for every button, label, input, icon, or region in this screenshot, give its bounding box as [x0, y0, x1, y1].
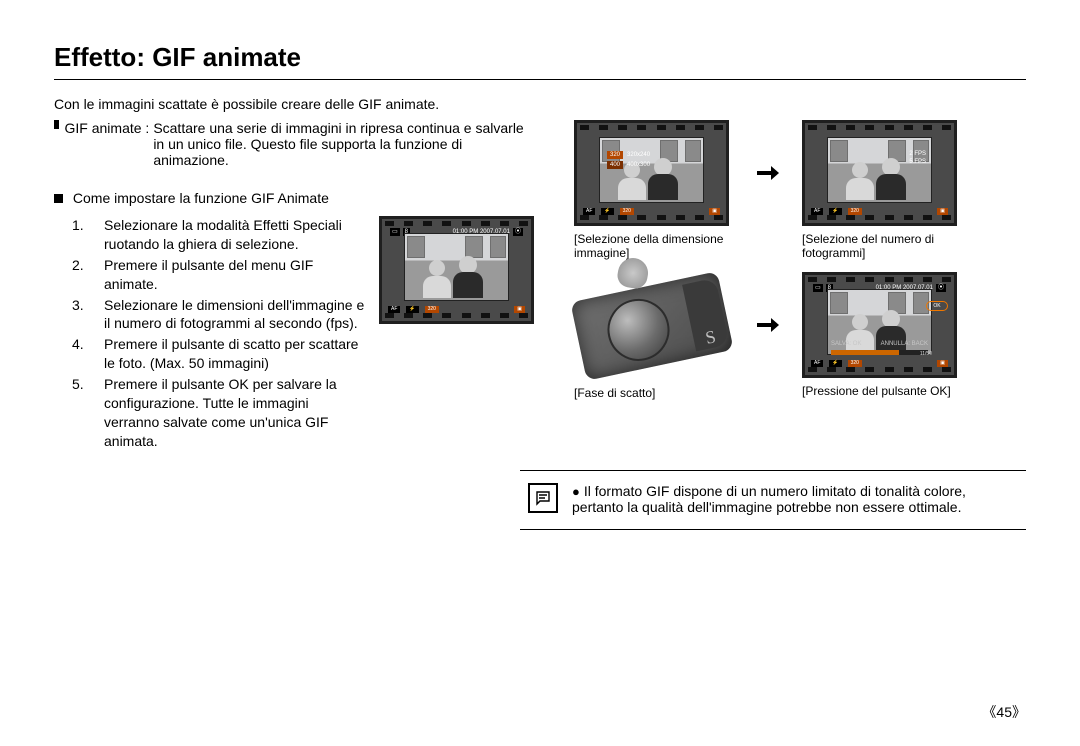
steps-wrap: 1. Selezionare la modalità Effetti Speci… — [54, 216, 534, 453]
square-bullet-icon — [54, 194, 63, 203]
arrow-icon — [750, 272, 786, 378]
arrow-icon — [750, 120, 786, 226]
caption-size: [Selezione della dimensione immagine] — [574, 232, 734, 260]
note-box: ●Il formato GIF dispone di un numero lim… — [520, 470, 1026, 530]
definition-text: Scattare una serie di immagini in ripres… — [149, 120, 534, 168]
main-columns: GIF animate : Scattare una serie di imma… — [54, 120, 1026, 453]
panel-size-select: 320320x240 400400x300 AF⚡320▣ [Selezione… — [574, 120, 734, 260]
photo-preview — [404, 233, 509, 301]
sub-heading-text: Come impostare la funzione GIF Animate — [73, 190, 329, 206]
panel-ok-press: ▭8 01:00 PM 2007.07.01⦿ OK — [802, 272, 962, 400]
ok-highlight-icon: OK — [926, 301, 948, 311]
finger-icon — [616, 256, 651, 291]
size-options: 320320x240 400400x300 — [607, 151, 650, 171]
note-icon — [528, 483, 558, 513]
fps-options: 2 FPS 5 FPS — [909, 151, 926, 167]
step-2: 2. Premere il pulsante del menu GIF anim… — [88, 256, 365, 294]
film-strip-icon — [385, 313, 528, 319]
caption-ok: [Pressione del pulsante OK] — [802, 384, 962, 398]
camera-dial-illustration: S — [574, 272, 729, 380]
panels-grid: 320320x240 400400x300 AF⚡320▣ [Selezione… — [574, 120, 1026, 400]
save-cancel-labels: SALVA: OK ANNULLA: BACK — [831, 341, 928, 347]
left-column: GIF animate : Scattare una serie di imma… — [54, 120, 534, 453]
screen-statusbar: AF ⚡ 320 ▣ — [388, 306, 525, 313]
caption-shoot: [Fase di scatto] — [574, 386, 734, 400]
steps-list: 1. Selezionare la modalità Effetti Speci… — [54, 216, 365, 453]
sub-heading: Come impostare la funzione GIF Animate — [54, 190, 534, 206]
intro-text: Con le immagini scattate è possibile cre… — [54, 96, 1026, 112]
step-1: 1. Selezionare la modalità Effetti Speci… — [88, 216, 365, 254]
page-title: Effetto: GIF animate — [54, 42, 1026, 73]
square-bullet-icon — [54, 120, 59, 129]
definition-row: GIF animate : Scattare una serie di imma… — [54, 120, 534, 168]
right-column: 320320x240 400400x300 AF⚡320▣ [Selezione… — [574, 120, 1026, 453]
definition-label: GIF animate : — [65, 120, 150, 136]
step-4: 4. Premere il pulsante di scatto per sca… — [88, 335, 365, 373]
step-3: 3. Selezionare le dimensioni dell'immagi… — [88, 296, 365, 334]
title-bar: Effetto: GIF animate — [54, 42, 1026, 80]
progress-bar — [831, 350, 928, 355]
caption-fps: [Selezione del numero di fotogrammi] — [802, 232, 962, 260]
panel-shoot: S [Fase di scatto] — [574, 272, 734, 400]
progress-count: 11/50 — [920, 352, 932, 357]
panel-fps-select: 2 FPS 5 FPS AF⚡320▣ [Selezione del numer… — [802, 120, 962, 260]
film-strip-icon — [385, 221, 528, 227]
note-text: ●Il formato GIF dispone di un numero lim… — [572, 483, 1018, 515]
page-number: 《45》 — [982, 702, 1026, 722]
step-5: 5. Premere il pulsante OK per salvare la… — [88, 375, 365, 451]
step-screen: ▭8 01:00 PM 2007.07.01⦿ AF ⚡ 320 — [379, 216, 534, 324]
